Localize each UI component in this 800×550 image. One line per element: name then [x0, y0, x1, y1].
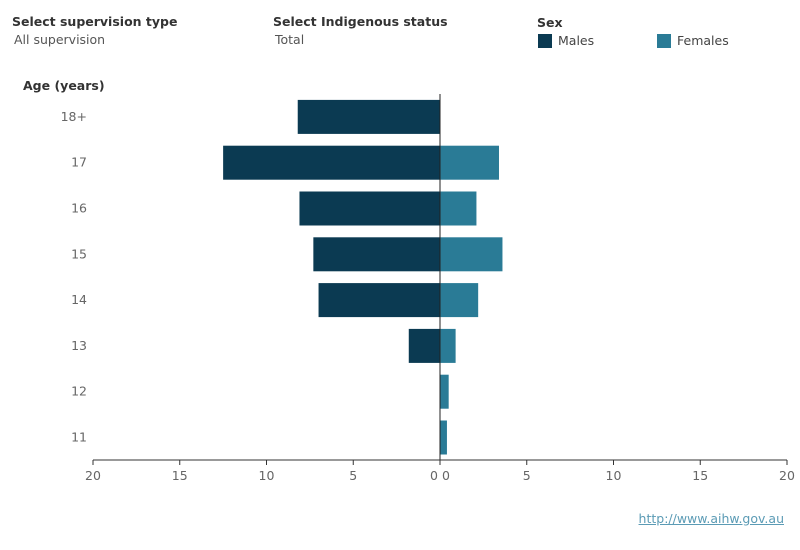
x-tick-label-right-0: 0 — [442, 468, 450, 483]
bar-females-3 — [440, 237, 503, 272]
y-axis-title: Age (years) — [23, 78, 105, 93]
bar-males-1 — [223, 145, 440, 180]
supervision-type-select[interactable]: All supervision — [14, 32, 106, 47]
bar-females-4 — [440, 283, 479, 318]
x-tick-label-right-4: 20 — [779, 468, 795, 483]
bar-males-3 — [313, 237, 440, 272]
indigenous-status-select[interactable]: Total — [275, 32, 305, 47]
age-label-2: 16 — [71, 201, 87, 216]
x-tick-label-left-3: 5 — [349, 468, 357, 483]
legend-item-females[interactable]: Females — [657, 33, 729, 48]
x-tick-label-left-0: 20 — [85, 468, 101, 483]
x-tick-label-left-2: 10 — [259, 468, 275, 483]
bar-males-4 — [318, 283, 440, 318]
age-label-6: 12 — [71, 384, 87, 399]
x-tick-label-right-3: 15 — [692, 468, 708, 483]
sex-legend-title: Sex — [537, 15, 563, 30]
x-tick-label-right-1: 5 — [523, 468, 531, 483]
bar-females-5 — [440, 328, 456, 363]
x-tick-label-left-1: 15 — [172, 468, 188, 483]
legend-swatch-males — [538, 33, 552, 48]
legend-label-males: Males — [558, 33, 595, 48]
age-label-7: 11 — [71, 430, 87, 445]
bar-females-6 — [440, 374, 449, 409]
legend-label-females: Females — [677, 33, 729, 48]
indigenous-status-label: Select Indigenous status — [273, 14, 448, 29]
bar-males-2 — [299, 191, 440, 226]
bar-females-1 — [440, 145, 499, 180]
legend-item-males[interactable]: Males — [538, 33, 594, 48]
bar-males-5 — [408, 328, 440, 363]
legend-swatch-females — [657, 33, 671, 48]
age-label-5: 13 — [71, 338, 87, 353]
age-label-0: 18+ — [61, 109, 87, 124]
bar-females-7 — [440, 420, 447, 455]
age-label-4: 14 — [71, 292, 87, 307]
bar-males-0 — [297, 99, 440, 134]
age-label-1: 17 — [71, 155, 87, 170]
bar-females-2 — [440, 191, 477, 226]
supervision-type-label: Select supervision type — [12, 14, 178, 29]
age-label-3: 15 — [71, 246, 87, 261]
aihw-website-link[interactable]: http://www.aihw.gov.au — [638, 511, 784, 526]
x-tick-label-right-2: 10 — [606, 468, 622, 483]
x-tick-label-left-4: 0 — [430, 468, 438, 483]
